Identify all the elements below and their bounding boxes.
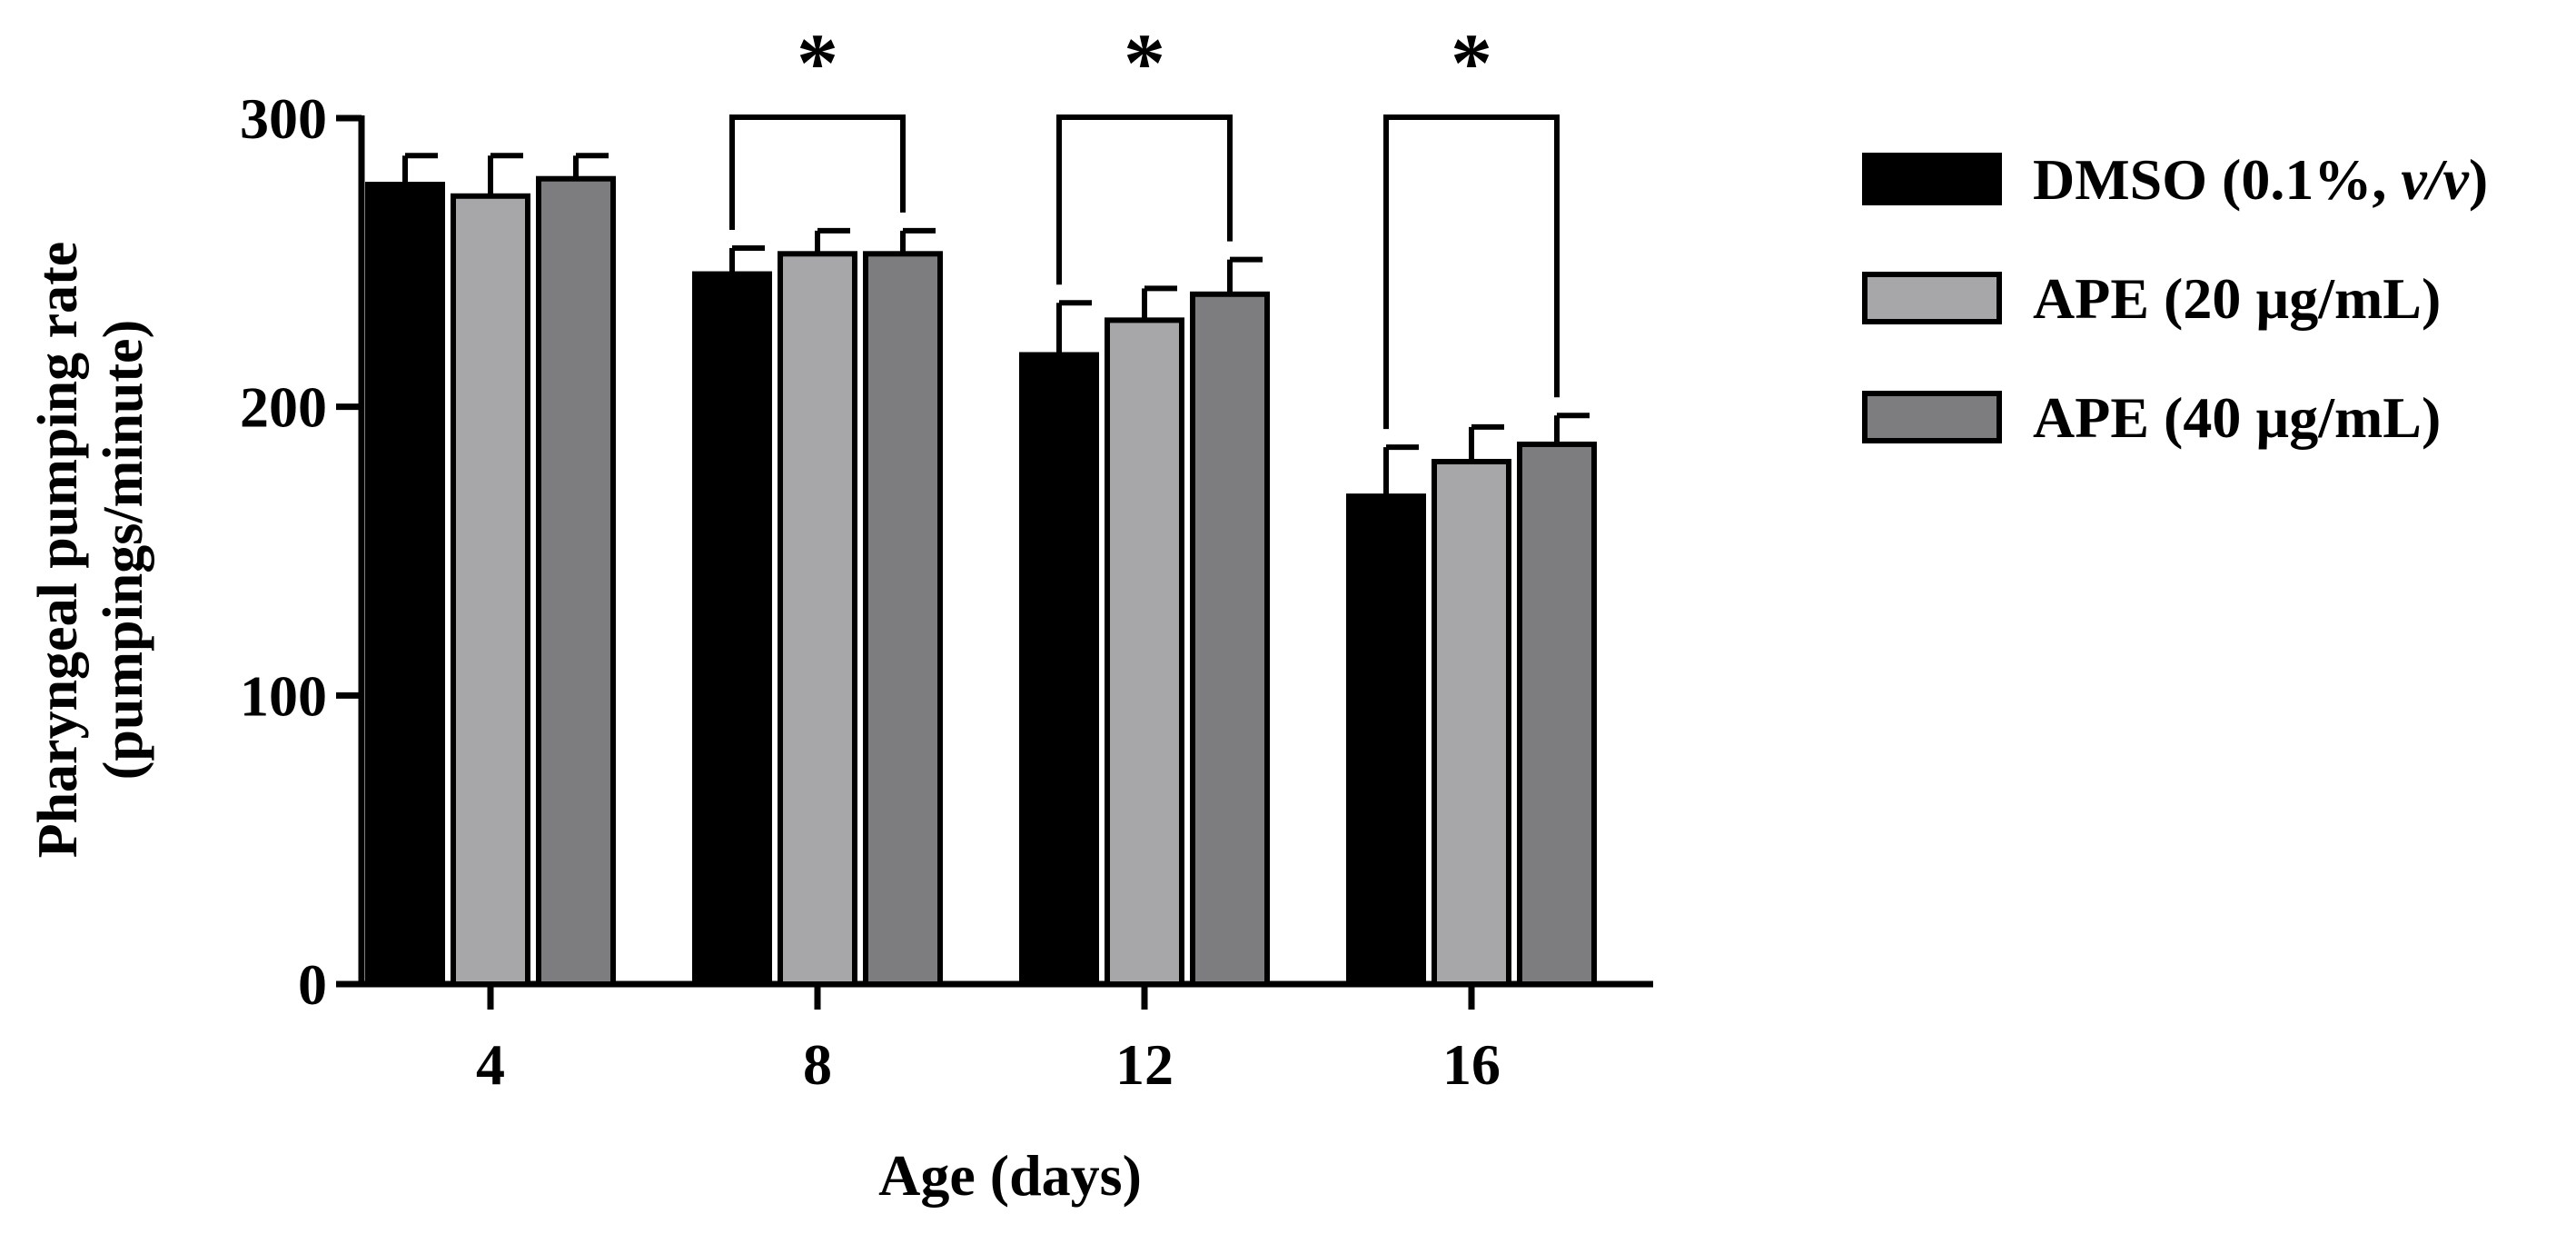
legend-swatch xyxy=(1862,272,2002,324)
x-axis-label: Age (days) xyxy=(878,1143,1142,1208)
legend: DMSO (0.1%, v/v) APE (20 µg/mL) APE (40 µg… xyxy=(1862,147,2488,450)
y-tick-label: 0 xyxy=(298,952,327,1017)
legend-label: APE (40 µg/mL) xyxy=(2033,385,2441,450)
bar-1-cat-8 xyxy=(778,251,857,987)
legend-swatch xyxy=(1862,391,2002,443)
bar-0-cat-12 xyxy=(1019,352,1099,987)
legend-label-text: APE (40 µg/mL) xyxy=(2033,385,2441,450)
significance-bracket xyxy=(1383,114,1560,430)
bars xyxy=(365,153,1597,988)
legend-label-text: DMSO (0.1%, xyxy=(2033,147,2401,212)
y-axis-label-line2: (pumpings/minute) xyxy=(93,320,154,780)
bar-2-cat-8 xyxy=(863,251,943,987)
bar-2-cat-4 xyxy=(536,175,616,987)
significance-label: * xyxy=(1124,16,1165,109)
significance-label: * xyxy=(1451,16,1492,109)
x-tick-label: 16 xyxy=(1442,1032,1501,1097)
y-tick-label: 300 xyxy=(240,86,327,151)
y-tick-label: 100 xyxy=(240,663,327,728)
bar-0-cat-8 xyxy=(692,271,772,988)
bar-1-cat-16 xyxy=(1432,459,1511,988)
bar-0-cat-4 xyxy=(365,182,445,987)
bar-1-cat-12 xyxy=(1105,317,1184,988)
legend-label-text: APE (20 µg/mL) xyxy=(2033,266,2441,331)
significance-bracket xyxy=(1056,114,1233,285)
x-tick-label: 12 xyxy=(1115,1032,1174,1097)
legend-label: DMSO (0.1%, v/v) xyxy=(2033,147,2488,212)
legend-label: APE (20 µg/mL) xyxy=(2033,266,2441,331)
bar-2-cat-12 xyxy=(1190,291,1270,987)
bar-0-cat-16 xyxy=(1346,493,1426,987)
significance-label: * xyxy=(797,16,838,109)
legend-label-italic: v/v xyxy=(2401,147,2469,212)
y-tick-label: 200 xyxy=(240,375,327,440)
bar-2-cat-16 xyxy=(1517,441,1597,988)
y-axis-label-line1: Pharyngeal pumping rate xyxy=(27,242,89,859)
x-tick-label: 8 xyxy=(803,1032,832,1097)
significance-bracket xyxy=(729,114,906,230)
bar-1-cat-4 xyxy=(451,193,530,987)
significance-brackets: * * * xyxy=(729,16,1560,430)
legend-swatch xyxy=(1862,153,2002,205)
x-tick-label: 4 xyxy=(476,1032,505,1097)
legend-label-end: ) xyxy=(2469,147,2488,212)
